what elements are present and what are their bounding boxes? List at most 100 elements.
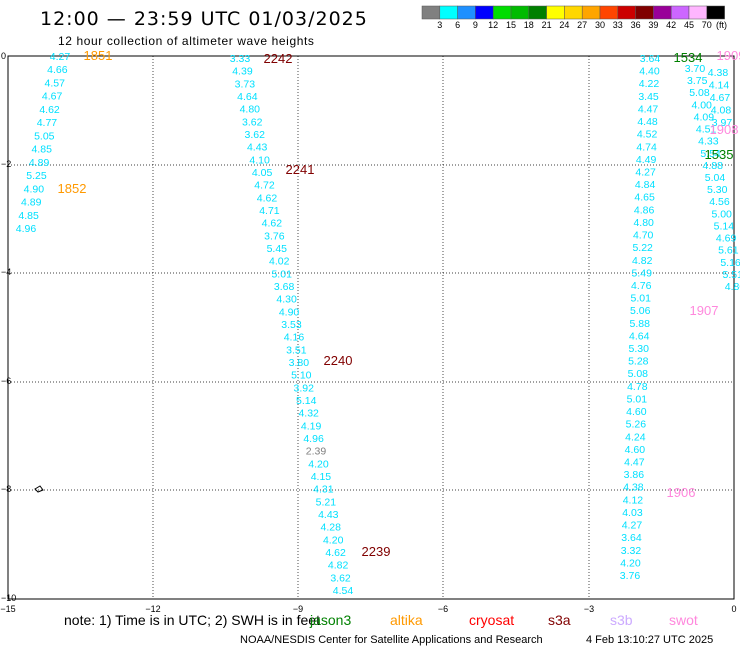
page-title: 12:00 — 23:59 UTC 01/03/2025 [40, 8, 368, 30]
colorbar-swatch [492, 5, 512, 20]
y-tick-label: −8 [1, 484, 11, 494]
wave-height-label: 4.28 [321, 522, 342, 534]
wave-height-label: 4.39 [232, 66, 253, 78]
legend-altika: altika [390, 612, 423, 628]
colorbar-swatch [653, 5, 672, 20]
pass-time-label: 2240 [324, 353, 353, 368]
colorbar-swatch [510, 5, 530, 20]
pass-time-label: 1908 [710, 122, 739, 137]
colorbar-tick-label: 42 [666, 20, 677, 30]
wave-height-label: 5.30 [707, 184, 728, 196]
y-tick-label: −2 [1, 159, 11, 169]
wave-height-label: 4.31 [313, 484, 334, 496]
wave-height-label: 5.61 [718, 245, 739, 257]
wave-height-label: 3.68 [274, 281, 295, 293]
wave-height-label: 4.82 [328, 560, 349, 572]
wave-height-label: 4.27 [635, 166, 656, 178]
wave-height-label: 4.22 [639, 78, 660, 90]
wave-height-label: 4.19 [301, 420, 322, 432]
wave-height-label: 5.10 [291, 370, 312, 382]
wave-height-label: 4.72 [254, 180, 275, 192]
wave-height-label: 4.20 [620, 557, 641, 569]
footer-note: note: 1) Time is in UTC; 2) SWH is in fe… [64, 612, 320, 628]
wave-height-label: 4.62 [39, 104, 60, 116]
colorbar-tick-label: 30 [594, 20, 605, 30]
wave-height-label: 3.80 [289, 357, 310, 369]
wave-height-label: 4.02 [269, 256, 290, 268]
wave-height-label: 4.76 [631, 280, 652, 292]
colorbar-swatch [421, 5, 441, 20]
colorbar-swatch [617, 5, 636, 20]
wave-height-label: 4.64 [629, 330, 650, 342]
wave-height-label: 4.12 [623, 494, 644, 506]
colorbar-tick-label: 18 [523, 20, 534, 30]
colorbar-tick-label: 21 [541, 20, 552, 30]
colorbar-tick-label: 45 [683, 20, 694, 30]
wave-height-label: 4.27 [622, 520, 643, 532]
wave-height-label: 3.45 [638, 91, 659, 103]
wave-height-label: 4.05 [252, 167, 273, 179]
colorbar-swatch [546, 5, 565, 20]
wave-height-label: 4.27 [50, 51, 71, 63]
wave-height-label: 4.43 [247, 142, 268, 154]
wave-height-label: 5.01 [631, 293, 652, 305]
wave-height-label: 4.47 [624, 457, 645, 469]
wave-height-label: 4.67 [42, 91, 63, 103]
pass-time-label: 1852 [58, 181, 87, 196]
wave-height-label: 3.33 [230, 53, 251, 65]
x-tick-label: −6 [438, 604, 448, 614]
pass-time-label: 1906 [667, 485, 696, 500]
wave-height-label: 5.08 [689, 87, 710, 99]
y-tick-label: 0 [1, 51, 6, 61]
wave-height-label: 4.88 [703, 160, 724, 172]
y-tick-label: −10 [1, 593, 16, 603]
wave-height-label: 5.04 [705, 172, 726, 184]
wave-height-label: 4.56 [709, 196, 730, 208]
wave-height-label: 5.26 [626, 419, 647, 431]
wave-height-label: 3.64 [640, 53, 661, 65]
wave-height-label: 4.77 [37, 117, 58, 129]
wave-height-label: 4.47 [638, 103, 659, 115]
wave-height-label: 3.32 [621, 545, 642, 557]
wave-height-label: 3.75 [687, 75, 708, 87]
legend-swot: swot [669, 612, 698, 628]
wave-height-label: 4.52 [637, 129, 658, 141]
wave-height-label: 4.14 [709, 80, 730, 92]
colorbar-tick-label: 36 [630, 20, 641, 30]
colorbar-tick-label: 27 [577, 20, 588, 30]
colorbar-tick-label: 70 [701, 20, 712, 30]
wave-height-label: 4.62 [262, 218, 283, 230]
wave-height-label: 5.05 [34, 130, 55, 142]
colorbar-swatch [528, 5, 547, 20]
pass-time-label: 2242 [264, 51, 293, 66]
wave-height-label: 5.21 [316, 496, 337, 508]
wave-height-label: 3.76 [264, 230, 285, 242]
wave-height-label: 4.54 [333, 585, 354, 597]
wave-height-label: 4.60 [625, 444, 646, 456]
wave-height-label: 3.62 [244, 129, 265, 141]
plot-frame [7, 55, 735, 600]
timestamp-text: 4 Feb 13:10:27 UTC 2025 [586, 634, 714, 646]
y-tick-label: −6 [1, 376, 11, 386]
wave-height-label: 4.66 [47, 64, 68, 76]
wave-height-label: 5.08 [628, 368, 649, 380]
pass-time-label: 2241 [286, 162, 315, 177]
colorbar-tick-label: 3 [437, 20, 443, 30]
x-tick-label: −12 [145, 604, 160, 614]
wave-height-label: 2.39 [306, 446, 327, 458]
pass-time-label: 1535 [705, 147, 734, 162]
wave-height-label: 5.30 [629, 343, 650, 355]
wave-height-label: 5.51 [723, 269, 740, 281]
wave-height-label: 5.25 [26, 170, 47, 182]
wave-height-label: 3.86 [624, 469, 645, 481]
wave-height-label: 4.15 [311, 471, 332, 483]
colorbar-swatch [457, 5, 476, 20]
wave-height-label: 4.86 [634, 204, 655, 216]
wave-height-label: 5.54 [700, 148, 721, 160]
wave-height-label: 5.45 [267, 243, 288, 255]
wave-height-label: 5.88 [630, 318, 651, 330]
wave-height-label: 4.80 [633, 217, 654, 229]
wave-height-label: 5.49 [631, 267, 652, 279]
wave-height-label: 4.70 [633, 230, 654, 242]
